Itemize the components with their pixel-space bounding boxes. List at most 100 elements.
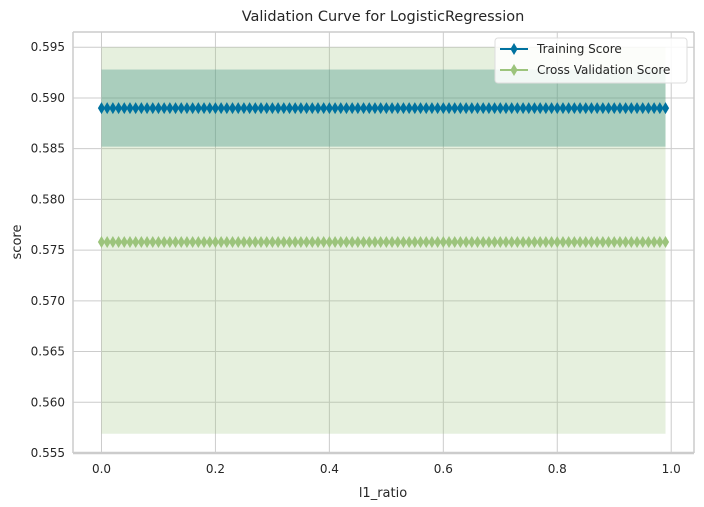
data-point-training-score [604, 102, 613, 115]
data-point-cross-validation-score [348, 235, 356, 248]
data-point-training-score [189, 102, 197, 115]
data-point-training-score [593, 102, 601, 115]
data-point-cross-validation-score [268, 235, 277, 248]
data-point-cross-validation-score [559, 235, 567, 248]
data-point-training-score [582, 102, 590, 115]
data-point-cross-validation-score [582, 235, 590, 248]
data-point-cross-validation-score [251, 235, 259, 248]
data-point-training-score [240, 102, 248, 115]
y-tick-label: 0.590 [31, 91, 65, 105]
data-point-cross-validation-score [228, 235, 237, 248]
data-point-cross-validation-score [274, 235, 282, 248]
data-point-training-score [285, 102, 294, 115]
data-point-cross-validation-score [103, 235, 111, 248]
data-point-cross-validation-score [177, 235, 185, 248]
data-point-training-score [194, 102, 202, 115]
data-point-training-score [97, 102, 106, 115]
data-point-training-score [388, 102, 396, 115]
data-point-cross-validation-score [416, 235, 425, 248]
x-tick-label: 1.0 [662, 462, 681, 476]
data-point-cross-validation-score [445, 235, 453, 248]
data-point-cross-validation-score [468, 235, 476, 248]
data-point-cross-validation-score [473, 235, 482, 248]
data-point-cross-validation-score [331, 235, 339, 248]
data-point-cross-validation-score [359, 235, 368, 248]
data-point-cross-validation-score [411, 235, 419, 248]
data-point-cross-validation-score [604, 235, 613, 248]
data-point-training-score [359, 102, 368, 115]
data-point-training-score [177, 102, 185, 115]
data-point-cross-validation-score [456, 235, 465, 248]
data-point-cross-validation-score [342, 235, 351, 248]
data-point-cross-validation-score [570, 235, 578, 248]
data-point-cross-validation-score [211, 235, 220, 248]
data-point-cross-validation-score [223, 235, 231, 248]
data-point-training-score [143, 102, 151, 115]
data-point-training-score [519, 102, 527, 115]
data-point-cross-validation-score [234, 235, 242, 248]
data-point-cross-validation-score [280, 235, 288, 248]
data-point-training-score [502, 102, 510, 115]
legend-box [494, 37, 688, 84]
data-point-cross-validation-score [627, 235, 635, 248]
data-point-training-score [126, 102, 134, 115]
data-point-training-score [120, 102, 128, 115]
data-point-cross-validation-score [485, 235, 493, 248]
data-point-cross-validation-score [565, 235, 573, 248]
data-point-cross-validation-score [547, 235, 556, 248]
y-tick-label: 0.555 [31, 446, 65, 460]
data-point-cross-validation-score [240, 235, 248, 248]
data-point-cross-validation-score [149, 235, 157, 248]
x-tick-label: 0.0 [92, 462, 111, 476]
legend-marker-cross-validation-score [510, 64, 518, 76]
data-point-training-score [217, 102, 225, 115]
data-point-cross-validation-score [308, 235, 316, 248]
data-point-training-score [587, 102, 596, 115]
data-point-training-score [496, 102, 504, 115]
data-point-cross-validation-score [183, 235, 191, 248]
data-point-cross-validation-score [114, 235, 123, 248]
data-point-training-score [160, 102, 168, 115]
data-point-training-score [114, 102, 123, 115]
data-point-cross-validation-score [656, 235, 664, 248]
data-point-training-score [616, 102, 624, 115]
data-point-training-score [103, 102, 111, 115]
data-point-cross-validation-score [371, 235, 379, 248]
data-point-cross-validation-score [388, 235, 396, 248]
data-point-cross-validation-score [246, 235, 254, 248]
data-point-training-score [479, 102, 487, 115]
data-point-training-score [171, 102, 180, 115]
data-point-training-score [314, 102, 322, 115]
data-point-cross-validation-score [143, 235, 151, 248]
legend-label-cross-validation-score: Cross Validation Score [537, 63, 670, 77]
data-point-cross-validation-score [553, 235, 561, 248]
data-point-training-score [513, 102, 521, 115]
data-point-training-score [268, 102, 277, 115]
data-point-cross-validation-score [132, 235, 140, 248]
data-point-cross-validation-score [377, 235, 385, 248]
data-point-cross-validation-score [365, 235, 373, 248]
data-point-training-score [291, 102, 299, 115]
data-point-cross-validation-score [639, 235, 647, 248]
x-tick-label: 0.6 [434, 462, 453, 476]
data-point-cross-validation-score [513, 235, 521, 248]
band-cross-validation-score [101, 47, 666, 434]
data-point-training-score [434, 102, 442, 115]
data-point-training-score [411, 102, 419, 115]
data-point-cross-validation-score [394, 235, 402, 248]
y-tick-label: 0.570 [31, 294, 65, 308]
data-point-cross-validation-score [530, 235, 539, 248]
data-point-cross-validation-score [439, 235, 447, 248]
data-point-training-score [320, 102, 328, 115]
data-point-cross-validation-score [291, 235, 299, 248]
data-point-training-score [468, 102, 476, 115]
y-tick-label: 0.575 [31, 243, 65, 257]
y-tick-label: 0.560 [31, 395, 65, 409]
data-point-training-score [109, 102, 117, 115]
data-point-training-score [650, 102, 658, 115]
y-tick-label: 0.595 [31, 40, 65, 54]
data-point-training-score [610, 102, 618, 115]
data-point-cross-validation-score [137, 235, 145, 248]
data-point-cross-validation-score [599, 235, 607, 248]
